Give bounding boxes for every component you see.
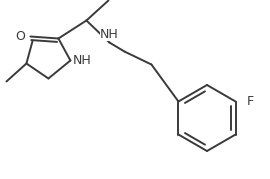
Text: F: F bbox=[247, 95, 254, 108]
Text: NH: NH bbox=[100, 28, 119, 41]
Text: O: O bbox=[15, 30, 25, 43]
Text: NH: NH bbox=[73, 54, 92, 67]
